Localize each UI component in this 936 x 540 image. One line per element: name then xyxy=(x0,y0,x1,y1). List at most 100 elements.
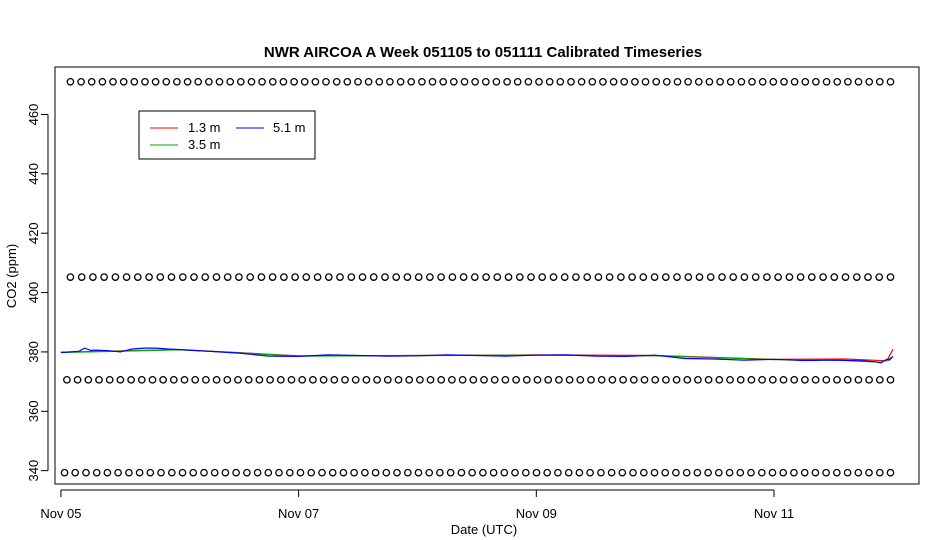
legend: 1.3 m 3.5 m 5.1 m xyxy=(138,110,316,160)
marker-point xyxy=(178,273,187,281)
marker-point xyxy=(257,273,266,281)
marker-point xyxy=(258,77,266,86)
marker-point xyxy=(533,375,542,384)
marker-point xyxy=(841,273,850,281)
marker-point xyxy=(737,77,746,86)
marker-point xyxy=(103,468,112,477)
marker-point xyxy=(790,468,798,477)
x-tick-label: Nov 09 xyxy=(516,506,557,521)
marker-point xyxy=(246,273,255,281)
marker-point xyxy=(748,77,756,86)
plot-area xyxy=(54,66,920,485)
marker-point xyxy=(223,273,232,281)
marker-point xyxy=(291,273,299,281)
marker-point xyxy=(661,273,670,281)
marker-point xyxy=(392,273,401,281)
marker-point xyxy=(347,273,356,281)
marker-point xyxy=(560,273,569,281)
y-tick-label: 380 xyxy=(26,341,41,363)
marker-point xyxy=(71,468,80,477)
marker-point xyxy=(522,375,531,384)
marker-point xyxy=(833,77,842,86)
marker-point xyxy=(629,375,638,384)
marker-point xyxy=(844,77,852,86)
marker-point xyxy=(279,77,288,86)
marker-point xyxy=(747,375,756,384)
marker-point xyxy=(383,375,392,384)
marker-point xyxy=(247,77,256,86)
x-tick-label: Nov 11 xyxy=(754,506,794,521)
marker-point xyxy=(280,273,288,281)
marker-point xyxy=(527,273,535,281)
marker-point xyxy=(769,77,778,86)
marker-point xyxy=(521,468,530,477)
marker-point xyxy=(538,273,547,281)
marker-point xyxy=(594,273,603,281)
marker-point xyxy=(790,77,799,86)
marker-point xyxy=(428,77,437,86)
marker-point xyxy=(336,273,344,281)
marker-point xyxy=(865,375,873,384)
marker-point xyxy=(673,273,681,281)
marker-point xyxy=(768,375,777,384)
marker-point xyxy=(89,273,97,281)
marker-point xyxy=(116,375,125,384)
marker-point xyxy=(718,273,726,281)
marker-point xyxy=(576,375,585,384)
marker-point xyxy=(330,375,339,384)
marker-point xyxy=(87,77,96,86)
legend-box xyxy=(138,110,316,160)
marker-point xyxy=(386,77,394,86)
marker-point xyxy=(886,77,895,86)
marker-point xyxy=(243,468,251,477)
marker-point xyxy=(469,375,478,384)
marker-point xyxy=(201,273,210,281)
marker-point xyxy=(482,273,490,281)
marker-point xyxy=(343,77,352,86)
marker-point xyxy=(253,468,262,477)
marker-point xyxy=(597,375,606,384)
marker-point xyxy=(768,468,777,477)
marker-point xyxy=(405,375,414,384)
marker-point xyxy=(122,273,131,281)
marker-point xyxy=(362,375,371,384)
marker-point xyxy=(202,375,210,384)
marker-point xyxy=(609,77,618,86)
marker-point xyxy=(426,273,434,281)
marker-point xyxy=(631,77,639,86)
y-tick-label: 360 xyxy=(26,400,41,422)
marker-point xyxy=(864,273,872,281)
marker-point xyxy=(567,77,575,86)
marker-point xyxy=(169,375,178,384)
marker-point xyxy=(512,375,520,384)
marker-point xyxy=(449,77,458,86)
legend-label-5-1m: 5.1 m xyxy=(273,120,306,135)
marker-point xyxy=(704,468,712,477)
marker-point xyxy=(332,77,341,86)
marker-point xyxy=(92,468,101,477)
marker-point xyxy=(830,273,839,281)
marker-point xyxy=(661,468,670,477)
marker-point xyxy=(437,273,445,281)
marker-point xyxy=(287,375,296,384)
marker-point xyxy=(236,77,245,86)
marker-point xyxy=(812,77,820,86)
marker-point xyxy=(886,273,895,281)
marker-point xyxy=(577,77,586,86)
marker-point xyxy=(629,468,637,477)
marker-point xyxy=(318,468,326,477)
marker-point xyxy=(493,273,502,281)
marker-point xyxy=(588,77,597,86)
marker-point xyxy=(382,468,391,477)
marker-point xyxy=(210,468,219,477)
marker-point xyxy=(565,375,574,384)
marker-point xyxy=(82,468,90,477)
marker-point xyxy=(276,375,285,384)
marker-point xyxy=(381,273,389,281)
marker-point xyxy=(706,273,715,281)
y-tick-label: 460 xyxy=(26,104,41,126)
marker-point xyxy=(151,77,160,86)
marker-point xyxy=(807,273,816,281)
marker-point xyxy=(524,77,533,86)
